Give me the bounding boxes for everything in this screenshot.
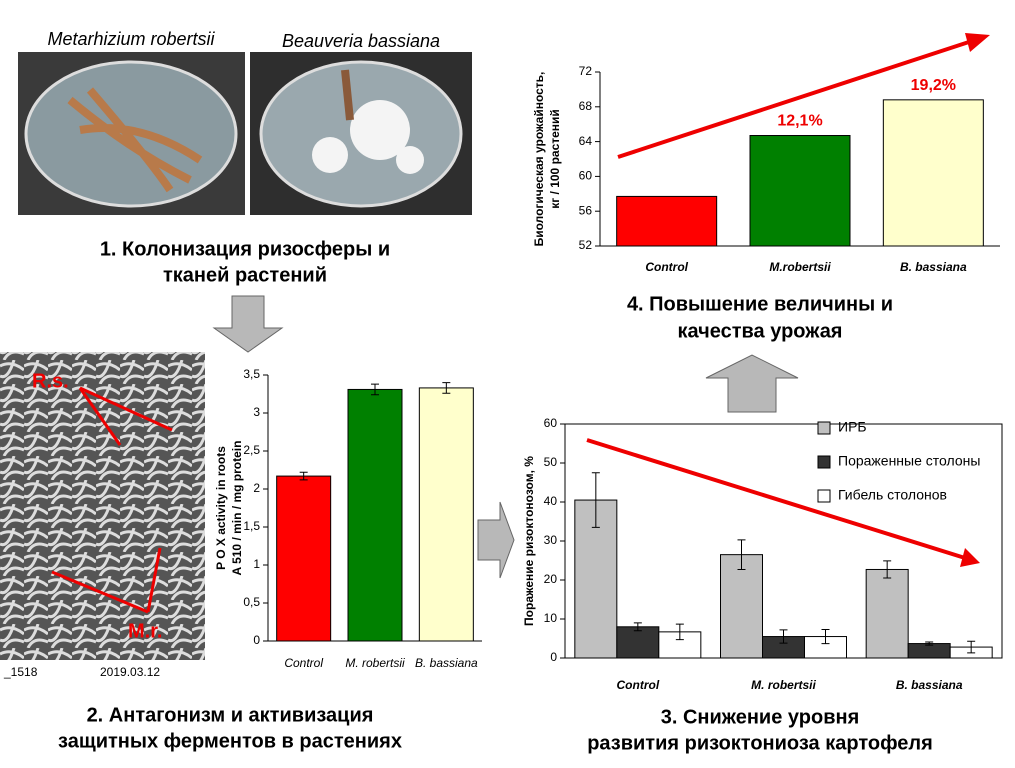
sem-label: M.r. [128, 620, 162, 642]
y-axis-label: Поражение ризоктонозом, % [522, 456, 536, 626]
y-tick-label: 30 [544, 533, 558, 547]
y-tick-label: 1 [253, 557, 260, 571]
y-tick-label: 0,5 [243, 595, 260, 609]
bar [749, 135, 851, 247]
legend-label: Гибель столонов [838, 487, 947, 503]
caption: 2. Антагонизм и активизация [87, 704, 374, 726]
annotation: 19,2% [911, 77, 956, 94]
error-bar [591, 472, 600, 528]
y-tick-label: 3,5 [243, 367, 260, 381]
bar [907, 643, 951, 659]
y-tick-label: 1,5 [243, 519, 260, 533]
trend-arrow [617, 38, 976, 159]
legend-swatch [817, 421, 831, 435]
y-tick-label: 52 [579, 238, 593, 252]
arrow-right [477, 501, 515, 579]
y-tick-label: 60 [579, 169, 593, 183]
x-tick-label: Control [645, 260, 688, 274]
bar [616, 195, 718, 247]
error-bar [821, 629, 830, 645]
arrow-up [705, 354, 799, 413]
y-tick-label: 2 [253, 481, 260, 495]
annotation: 12,1% [777, 113, 822, 130]
photo-label: Beauveria bassiana [282, 31, 440, 51]
bar [720, 554, 763, 659]
x-tick-label: B. bassiana [415, 656, 478, 670]
y-axis-label: P O X activity in roots [214, 446, 228, 570]
error-bar [633, 622, 642, 632]
sem-label: R.s. [32, 370, 69, 392]
caption: защитных ферментов в растениях [58, 730, 402, 752]
sem-footer: 2019.03.12 [100, 665, 160, 679]
trend-arrow-head [960, 548, 980, 567]
error-bar [779, 629, 788, 644]
error-bar [299, 471, 308, 481]
trend-arrow-head [965, 33, 990, 52]
x-tick-label: B. bassiana [896, 678, 963, 692]
photo-metarhizium [18, 52, 245, 215]
sem-image [0, 352, 205, 660]
y-tick-label: 60 [544, 416, 558, 430]
y-tick-label: 0 [550, 650, 557, 664]
y-tick-label: 3 [253, 405, 260, 419]
x-tick-label: M. robertsii [345, 656, 405, 670]
bar [882, 99, 984, 247]
x-tick-label: Control [617, 678, 660, 692]
caption: 4. Повышение величины и [627, 293, 893, 315]
error-bar [967, 640, 976, 654]
caption: качества урожая [678, 320, 843, 342]
y-axis-label: Биологическая урожайность, [532, 72, 546, 247]
trend-arrow [586, 438, 966, 560]
x-tick-label: M.robertsii [769, 260, 831, 274]
y-tick-label: 40 [544, 494, 558, 508]
y-tick-label: 50 [544, 455, 558, 469]
x-tick-label: M. robertsii [751, 678, 816, 692]
bar [276, 475, 332, 642]
y-tick-label: 56 [579, 203, 593, 217]
error-bar [883, 560, 892, 579]
sem-footer: _1518 [3, 665, 38, 679]
caption: тканей растений [163, 264, 327, 286]
sem-arrows [51, 386, 173, 614]
bar [418, 387, 474, 642]
y-axis-label: кг / 100 растений [548, 109, 562, 209]
y-axis-label: A 510 / min / mg protein [230, 441, 244, 576]
x-tick-label: Control [284, 656, 323, 670]
error-bar [442, 382, 451, 394]
bar [616, 626, 660, 659]
legend-swatch [817, 455, 831, 469]
y-tick-label: 64 [579, 134, 593, 148]
y-tick-label: 10 [544, 611, 558, 625]
caption: развития ризоктониоза картофеля [587, 732, 933, 754]
photo-beauveria [250, 52, 472, 215]
bar [865, 568, 909, 659]
legend-label: Пораженные столоны [838, 453, 980, 469]
y-tick-label: 20 [544, 572, 558, 586]
y-tick-label: 2,5 [243, 443, 260, 457]
caption: 3. Снижение уровня [661, 706, 860, 728]
error-bar [675, 623, 684, 641]
legend-label: ИРБ [838, 419, 867, 435]
x-tick-label: B. bassiana [900, 260, 967, 274]
error-bar [925, 641, 934, 646]
photo-label: Metarhizium robertsii [47, 29, 215, 49]
legend-swatch [817, 489, 831, 503]
error-bar [371, 383, 379, 396]
bar [347, 388, 403, 642]
y-tick-label: 0 [253, 633, 260, 647]
error-bar [737, 539, 746, 570]
y-tick-label: 72 [579, 64, 593, 78]
caption: 1. Колонизация ризосферы и [100, 238, 390, 260]
y-tick-label: 68 [579, 99, 593, 113]
arrow-down [212, 295, 284, 353]
